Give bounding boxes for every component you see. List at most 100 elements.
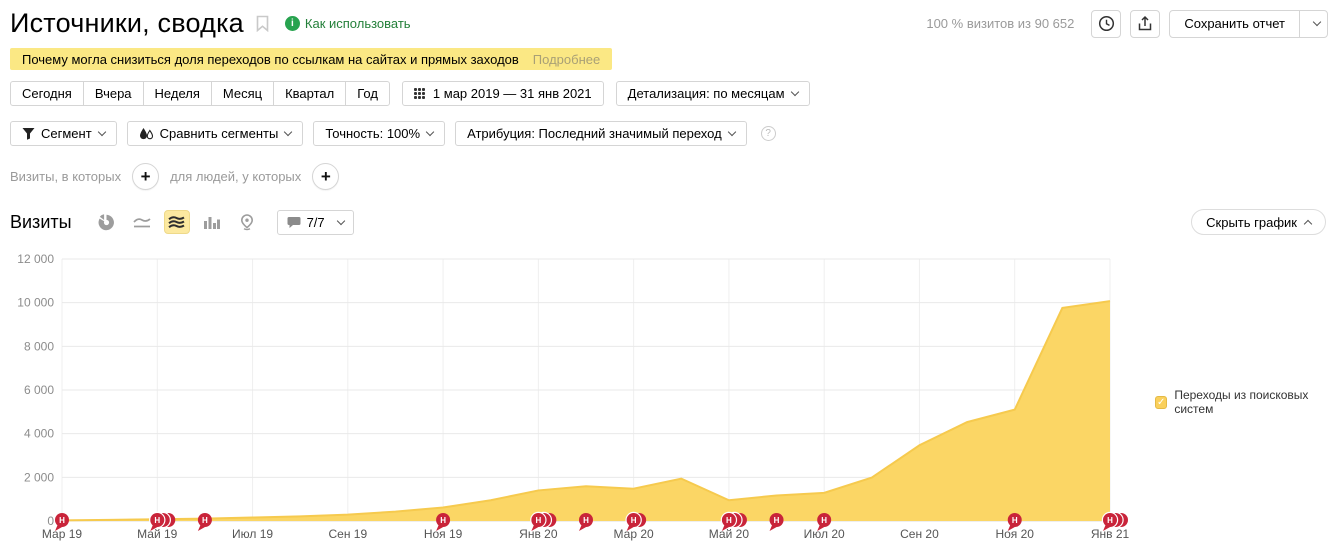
map-pin-icon <box>240 213 253 230</box>
pie-chart-icon <box>98 213 115 230</box>
report-header: Источники, сводка i Как использовать 100… <box>10 8 1328 39</box>
period-preset-3[interactable]: Месяц <box>210 81 275 106</box>
chevron-down-icon <box>336 216 345 225</box>
history-button[interactable] <box>1091 9 1122 38</box>
line-chart-icon <box>132 218 151 228</box>
legend-item-search-traffic[interactable]: ✓ Переходы из поисковых систем <box>1155 388 1340 416</box>
annotation-marker-Янв-21[interactable]: Н <box>1101 511 1128 531</box>
period-preset-2[interactable]: Неделя <box>142 81 212 106</box>
segment-label: Сегмент <box>41 126 92 141</box>
compare-segments-label: Сравнить сегменты <box>159 126 279 141</box>
calendar-grid-icon <box>413 88 425 99</box>
export-button[interactable] <box>1130 9 1161 38</box>
chevron-down-icon <box>1312 17 1322 27</box>
annotation-marker-Ноя-19[interactable]: Н <box>436 513 451 531</box>
annotations-dropdown[interactable]: 7/7 <box>276 209 354 235</box>
visits-ratio: 100 % визитов из 90 652 <box>926 16 1075 31</box>
attribution-dropdown[interactable]: Атрибуция: Последний значимый переход <box>455 121 747 146</box>
chart-area: Мар 19 Май 19 Июл 19 Сен 19 Ноя 19 Янв 20 Мар … <box>0 247 1340 559</box>
save-report-split-button: Сохранить отчет <box>1169 9 1328 38</box>
chevron-down-icon <box>425 127 435 137</box>
legend-label: Переходы из поисковых систем <box>1174 388 1309 416</box>
compare-segments-button[interactable]: Сравнить сегменты <box>126 121 304 146</box>
annotation-marker-Июн-19[interactable]: Н <box>197 513 212 531</box>
svg-text:Н: Н <box>774 516 780 525</box>
chart-type-lines-button[interactable] <box>129 210 155 234</box>
page-title: Источники, сводка <box>10 8 244 38</box>
x-axis-label: Янв 21 <box>1091 527 1130 541</box>
x-axis-label: Янв 20 <box>519 527 558 541</box>
chevron-down-icon <box>790 87 799 97</box>
svg-text:Н: Н <box>535 516 541 525</box>
chevron-down-icon <box>284 127 293 137</box>
chart-type-columns-button[interactable] <box>199 210 225 234</box>
accuracy-dropdown[interactable]: Точность: 100% <box>313 121 446 146</box>
accuracy-label: Точность: 100% <box>325 126 421 141</box>
svg-text:Н: Н <box>1012 516 1018 525</box>
segment-row: Сегмент Сравнить сегменты Точность: 100%… <box>10 121 1330 146</box>
period-preset-1[interactable]: Вчера <box>82 81 144 106</box>
annotation-marker-Май-20[interactable]: Н <box>720 511 747 531</box>
for-people-label: для людей, у которых <box>170 169 302 184</box>
svg-text:Н: Н <box>440 516 446 525</box>
period-preset-0[interactable]: Сегодня <box>10 81 84 106</box>
bookmark-icon[interactable] <box>256 15 269 32</box>
hide-graph-label: Скрыть график <box>1206 214 1297 230</box>
x-axis-label: Июл 19 <box>232 527 273 541</box>
chart-header: Визиты <box>10 209 1326 235</box>
add-people-condition-button[interactable]: + <box>312 163 340 190</box>
svg-text:Н: Н <box>1107 516 1113 525</box>
attribution-label: Атрибуция: Последний значимый переход <box>467 126 722 141</box>
annotation-marker-Мар-20[interactable]: Н <box>625 511 647 531</box>
help-icon[interactable]: ? <box>760 126 776 141</box>
annotation-marker-Мар-19[interactable]: Н <box>55 513 69 531</box>
y-axis-label: 0 <box>47 514 54 528</box>
detail-label: Детализация: по месяцам <box>627 86 785 101</box>
column-chart-icon <box>204 216 221 229</box>
annotation-marker-Июн-20[interactable]: Н <box>769 513 784 531</box>
chart-type-pie-button[interactable] <box>94 210 120 234</box>
notice-banner: Почему могла снизиться доля переходов по… <box>10 48 613 70</box>
y-axis-label: 10 000 <box>17 296 54 310</box>
annotations-count: 7/7 <box>306 214 325 230</box>
annotation-marker-Янв-20[interactable]: Н <box>530 511 557 531</box>
hide-graph-button[interactable]: Скрыть график <box>1191 209 1326 235</box>
x-axis-label: Сен 19 <box>328 527 367 541</box>
notice-more-link[interactable]: Подробнее <box>532 51 601 67</box>
visits-area-chart[interactable]: Мар 19 Май 19 Июл 19 Сен 19 Ноя 19 Янв 20 Мар … <box>0 247 1340 552</box>
chevron-down-icon <box>727 127 736 137</box>
info-icon: i <box>284 16 300 31</box>
how-to-use-label: Как использовать <box>304 16 411 31</box>
y-axis-label: 8 000 <box>24 339 54 353</box>
notice-text: Почему могла снизиться доля переходов по… <box>22 51 519 67</box>
date-range-button[interactable]: 1 мар 2019 — 31 янв 2021 <box>401 81 604 106</box>
y-axis-label: 6 000 <box>24 383 54 397</box>
annotation-marker-Май-19[interactable]: Н <box>149 511 176 531</box>
save-report-button[interactable]: Сохранить отчет <box>1184 16 1285 31</box>
visits-in-which-label: Визиты, в которых <box>10 169 122 184</box>
x-axis-label: Ноя 20 <box>995 527 1034 541</box>
x-axis-label: Июл 20 <box>804 527 845 541</box>
area-series[interactable] <box>62 301 1110 521</box>
legend-checkbox-icon[interactable]: ✓ <box>1155 395 1168 409</box>
x-axis-label: Ноя 19 <box>424 527 463 541</box>
annotation-marker-Июл-20[interactable]: Н <box>817 513 832 531</box>
x-axis-label: Мар 20 <box>614 527 654 541</box>
add-visits-condition-button[interactable]: + <box>132 163 160 190</box>
export-icon <box>1139 15 1152 31</box>
annotation-marker-Фев-20[interactable]: Н <box>579 513 593 531</box>
x-axis-label: Сен 20 <box>900 527 939 541</box>
chart-type-area-button[interactable] <box>163 210 190 234</box>
save-report-menu-button[interactable] <box>1299 10 1327 37</box>
segment-button[interactable]: Сегмент <box>10 121 117 146</box>
period-preset-5[interactable]: Год <box>345 81 390 106</box>
annotation-marker-Ноя-20[interactable]: Н <box>1007 513 1022 531</box>
how-to-use-link[interactable]: i Как использовать <box>284 16 411 31</box>
funnel-icon <box>22 128 35 140</box>
drops-icon <box>139 127 153 139</box>
y-axis-label: 4 000 <box>24 427 54 441</box>
svg-text:Н: Н <box>631 516 637 525</box>
period-preset-4[interactable]: Квартал <box>273 81 347 106</box>
chart-type-map-button[interactable] <box>234 210 260 234</box>
detail-dropdown[interactable]: Детализация: по месяцам <box>615 81 810 106</box>
